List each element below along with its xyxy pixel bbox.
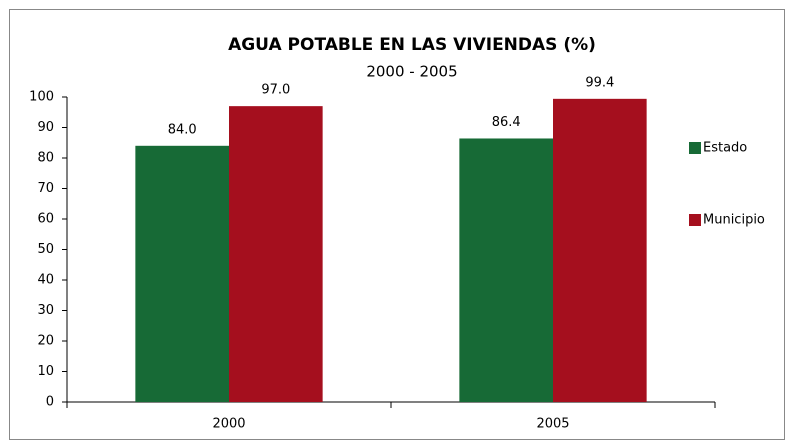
legend-swatch [689, 142, 701, 154]
value-label: 84.0 [168, 122, 197, 137]
bar [459, 138, 553, 403]
y-tick-label: 90 [37, 120, 54, 135]
bar [135, 145, 229, 403]
value-label: 99.4 [585, 75, 614, 90]
x-tick-label: 2000 [212, 417, 245, 432]
y-tick-label: 10 [37, 364, 54, 379]
legend-swatch [689, 214, 701, 226]
bar [229, 106, 323, 403]
chart-title: AGUA POTABLE EN LAS VIVIENDAS (%) [228, 35, 596, 55]
legend-label: Municipio [703, 213, 765, 228]
y-tick-label: 60 [37, 212, 54, 227]
y-tick-label: 20 [37, 334, 54, 349]
y-tick-label: 80 [37, 151, 54, 166]
chart-subtitle: 2000 - 2005 [366, 63, 457, 81]
y-tick-label: 50 [37, 242, 54, 257]
x-tick-label: 2005 [536, 417, 569, 432]
y-tick-label: 0 [46, 395, 54, 410]
y-tick-label: 30 [37, 303, 54, 318]
value-label: 97.0 [261, 83, 290, 98]
y-tick-label: 100 [29, 90, 54, 105]
y-tick-label: 70 [37, 181, 54, 196]
bar [553, 98, 647, 402]
legend-label: Estado [703, 141, 747, 156]
value-label: 86.4 [492, 115, 521, 130]
y-tick-label: 40 [37, 273, 54, 288]
